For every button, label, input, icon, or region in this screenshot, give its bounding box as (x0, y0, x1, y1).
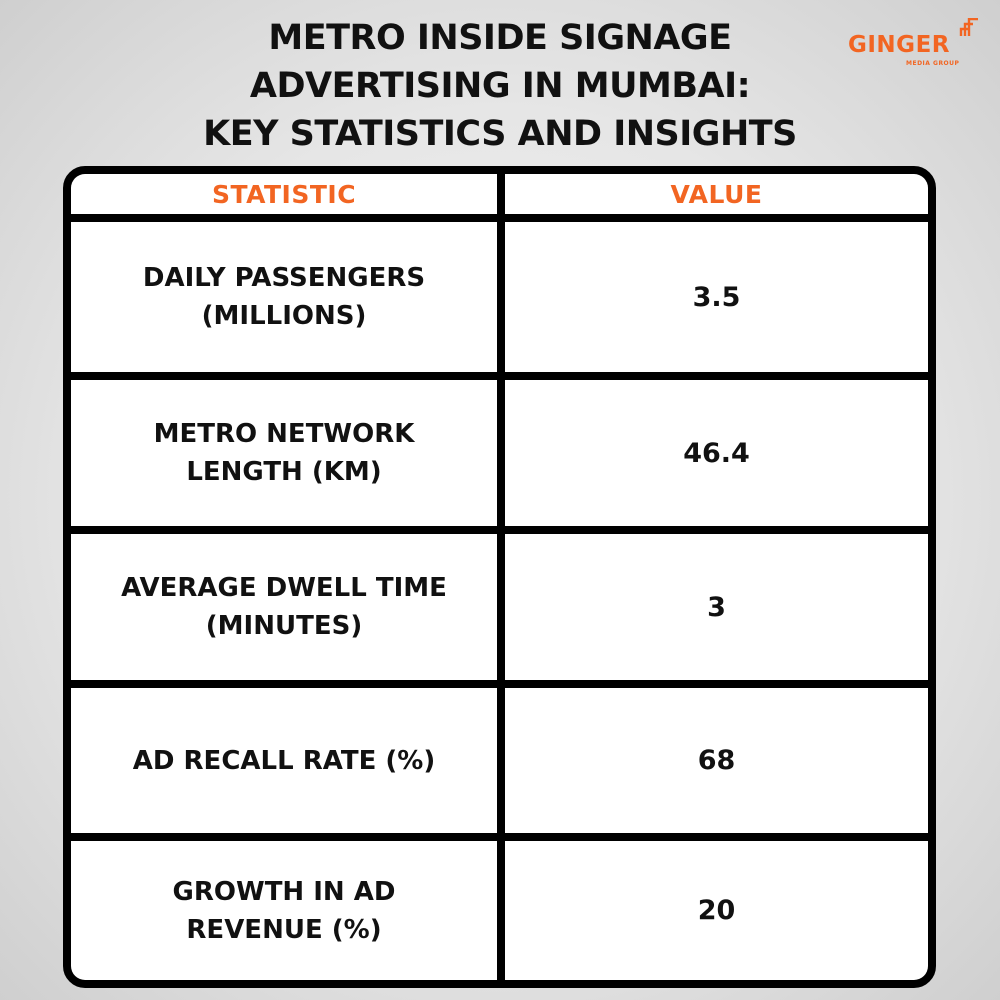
logo-wordmark: GINGER (848, 32, 950, 58)
statistic-cell: GROWTH IN AD REVENUE (%) (71, 841, 497, 980)
logo-subtitle: MEDIA GROUP (906, 60, 960, 67)
value-cell: 3.5 (505, 222, 928, 372)
value-cell: 68 (505, 688, 928, 833)
title-line-1: METRO INSIDE SIGNAGE (268, 18, 732, 58)
title-line-2: ADVERTISING IN MUMBAI: (249, 66, 751, 106)
statistic-cell: DAILY PASSENGERS (MILLIONS) (71, 222, 497, 372)
statistics-table: STATISTIC VALUE DAILY PASSENGERS (MILLIO… (63, 166, 936, 988)
page-title: METRO INSIDE SIGNAGE ADVERTISING IN MUMB… (150, 14, 850, 158)
value-cell: 46.4 (505, 380, 928, 526)
statistic-cell: AVERAGE DWELL TIME (MINUTES) (71, 534, 497, 680)
ginger-mark-icon (959, 18, 978, 36)
statistic-cell: AD RECALL RATE (%) (71, 688, 497, 833)
value-cell: 3 (505, 534, 928, 680)
statistic-cell: METRO NETWORK LENGTH (KM) (71, 380, 497, 526)
column-header-statistic: STATISTIC (71, 174, 497, 214)
ginger-logo: GINGER MEDIA GROUP (846, 18, 986, 78)
title-line-3: KEY STATISTICS AND INSIGHTS (203, 114, 797, 154)
column-header-value: VALUE (505, 174, 928, 214)
value-cell: 20 (505, 841, 928, 980)
